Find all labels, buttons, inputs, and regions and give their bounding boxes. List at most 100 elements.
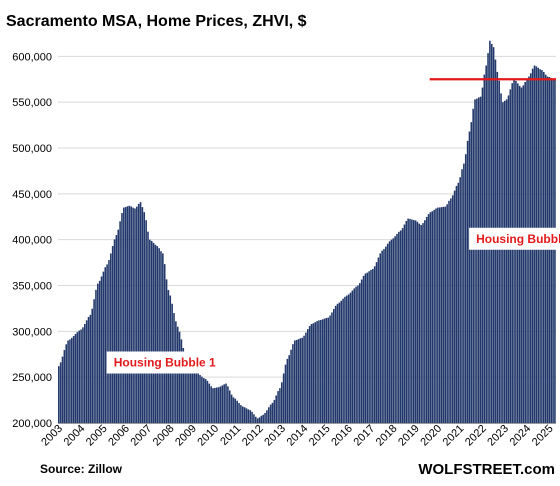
- bar: [141, 207, 144, 424]
- annotation-label: Housing Bubble 1: [114, 356, 216, 370]
- bar: [69, 339, 71, 423]
- bar: [464, 154, 467, 424]
- source-note: Source: Zillow: [40, 462, 123, 476]
- bar: [204, 379, 207, 423]
- bar: [115, 235, 118, 423]
- bar: [61, 356, 64, 423]
- bar: [93, 299, 95, 423]
- bar: [262, 414, 264, 423]
- bar: [323, 318, 326, 423]
- bar: [299, 338, 302, 423]
- bar: [364, 273, 367, 423]
- bar: [197, 373, 199, 423]
- bar: [214, 387, 216, 423]
- bar: [479, 96, 482, 424]
- bar: [119, 221, 121, 423]
- bar: [72, 336, 75, 423]
- bar: [303, 335, 305, 423]
- bar: [111, 246, 114, 423]
- bar: [425, 216, 428, 423]
- x-tick-label: 2023: [485, 423, 511, 449]
- bar: [71, 337, 73, 423]
- bar: [279, 388, 281, 423]
- bar: [554, 79, 556, 423]
- bar: [97, 283, 99, 423]
- bar: [95, 289, 97, 423]
- bar: [321, 319, 324, 423]
- x-tick-label: 2010: [195, 423, 221, 449]
- bar: [331, 312, 333, 423]
- bar: [152, 242, 155, 424]
- bar: [286, 358, 289, 423]
- bar: [280, 382, 283, 423]
- bar: [390, 239, 393, 423]
- bar: [269, 404, 272, 423]
- bar: [457, 182, 460, 423]
- bar: [401, 228, 404, 423]
- bar: [312, 323, 315, 423]
- bar: [316, 321, 318, 423]
- bar: [548, 77, 551, 424]
- bar: [314, 322, 317, 423]
- bar: [232, 397, 235, 423]
- bar: [435, 208, 437, 423]
- y-tick-label: 250,000: [12, 372, 52, 384]
- bar: [420, 225, 422, 423]
- bar: [247, 409, 250, 423]
- bar: [399, 230, 402, 423]
- bar: [154, 244, 157, 423]
- bar: [162, 253, 164, 423]
- bar: [500, 93, 502, 423]
- bar: [243, 407, 246, 423]
- bar: [126, 206, 129, 423]
- bar: [377, 257, 380, 423]
- bar: [461, 169, 463, 423]
- bar: [411, 219, 413, 423]
- bar: [191, 368, 194, 423]
- bar: [333, 308, 335, 423]
- bar: [513, 79, 515, 423]
- bar: [346, 295, 348, 423]
- bar: [249, 410, 251, 423]
- y-tick-label: 400,000: [12, 235, 52, 247]
- x-tick-label: 2013: [262, 423, 288, 449]
- bar: [362, 275, 365, 423]
- bar: [349, 292, 352, 423]
- bar: [266, 410, 268, 423]
- bar: [472, 108, 474, 424]
- bar: [438, 207, 441, 423]
- bar: [550, 77, 553, 424]
- bar: [277, 391, 279, 423]
- bar: [256, 418, 259, 423]
- bar: [340, 300, 343, 423]
- bar: [189, 365, 192, 423]
- bar: [516, 83, 519, 424]
- bar: [327, 317, 330, 423]
- bar: [440, 207, 443, 424]
- bar: [427, 214, 430, 423]
- bar: [124, 207, 127, 423]
- bar: [67, 340, 69, 423]
- bar: [351, 290, 354, 423]
- bar: [137, 203, 140, 423]
- bar: [230, 394, 233, 423]
- bar: [442, 206, 445, 423]
- x-tick-label: 2019: [396, 423, 422, 449]
- annotation-box: [469, 227, 560, 250]
- bar: [251, 411, 253, 423]
- x-tick-label: 2007: [129, 423, 155, 449]
- bar: [240, 405, 242, 423]
- bar: [357, 285, 359, 423]
- bar: [409, 218, 411, 423]
- bar: [414, 220, 417, 423]
- bar: [245, 408, 248, 423]
- bar: [295, 339, 298, 423]
- bar: [59, 362, 62, 423]
- bar: [444, 206, 447, 423]
- bar: [526, 78, 528, 424]
- bar: [470, 122, 473, 423]
- bar: [379, 253, 382, 423]
- x-tick-label: 2004: [62, 423, 88, 449]
- bar: [552, 78, 554, 423]
- bar: [329, 315, 331, 423]
